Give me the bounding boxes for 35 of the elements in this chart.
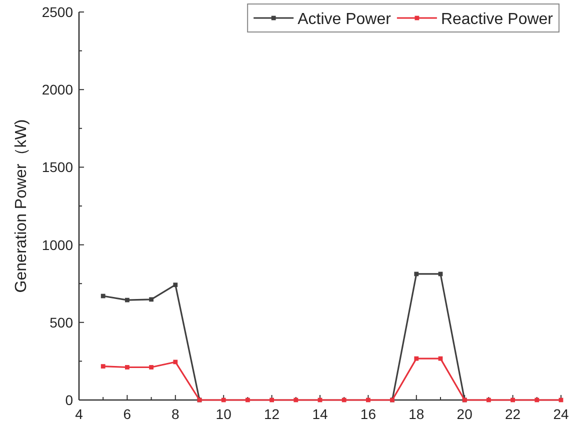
point [366,398,370,402]
point [173,282,178,288]
point [414,356,419,361]
y-axis-title: Generation Power（kW) [13,119,30,293]
x-tick-label: 20 [456,406,473,422]
y-tick-label: 2500 [42,4,74,20]
legend-label: Active Power [298,11,392,28]
point [125,365,130,370]
point [221,398,226,402]
x-tick-label: 14 [312,406,328,422]
x-tick-label: 12 [264,406,280,422]
point [173,360,178,364]
point [149,297,154,302]
point [510,398,515,402]
y-tick-label: 2000 [42,82,74,98]
x-tick-label: 6 [123,406,132,422]
y-tick-label: 0 [65,392,74,408]
x-tick-label: 22 [505,406,521,422]
point [414,272,419,276]
x-tick-label: 4 [75,406,84,422]
point [100,364,106,369]
x-tick-label: 16 [360,406,376,422]
x-tick-label: 10 [216,406,232,422]
y-tick-label: 1500 [42,159,74,176]
point [149,365,154,370]
point [438,356,443,361]
legend-label: Reactive Power [440,11,554,28]
point [125,298,130,302]
x-tick-label: 18 [408,406,424,422]
y-tick-label: 500 [50,314,74,330]
point [270,398,274,402]
y-tick-label: 1000 [42,236,74,253]
point [100,294,106,298]
x-tick-label: 24 [553,406,569,422]
x-tick-label: 8 [172,406,180,422]
